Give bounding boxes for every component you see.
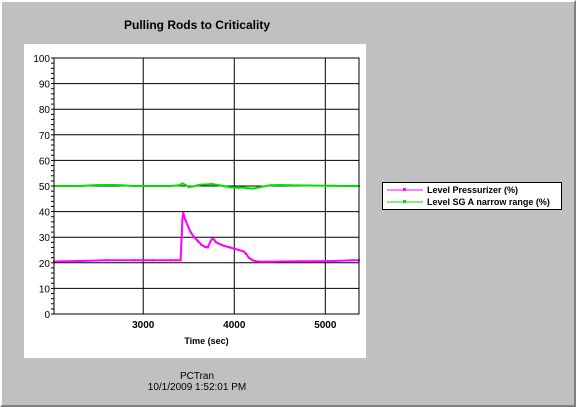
series-point-0 [133, 259, 136, 262]
series-point-0 [169, 259, 172, 262]
series-point-0 [256, 260, 259, 263]
series-point-1 [278, 183, 281, 186]
series-point-0 [224, 245, 227, 248]
y-tick-label: 10 [39, 284, 51, 295]
y-tick-label: 70 [39, 131, 51, 142]
series-point-1 [133, 185, 136, 187]
x-tick-label: 5000 [314, 320, 337, 331]
series-point-0 [297, 260, 299, 263]
series-point-0 [213, 238, 216, 241]
series-point-1 [219, 184, 222, 187]
series-point-1 [269, 184, 272, 187]
series-point-0 [215, 241, 218, 244]
series-point-0 [247, 256, 250, 259]
legend-label-sg-a: Level SG A narrow range (%) [427, 197, 550, 207]
y-tick-label: 80 [39, 105, 51, 116]
series-point-1 [196, 184, 199, 187]
series-point-0 [151, 259, 154, 262]
series-point-1 [215, 183, 218, 186]
series-point-1 [210, 182, 213, 185]
series-point-0 [182, 211, 185, 214]
series-point-0 [242, 250, 245, 253]
y-tick-label: 60 [39, 156, 51, 167]
series-point-1 [192, 185, 195, 188]
series-point-1 [251, 187, 254, 190]
legend-swatch-pressurizer [387, 188, 423, 191]
series-point-0 [260, 260, 263, 263]
footer-timestamp: 10/1/2009 1:52:01 PM [147, 382, 247, 393]
series-point-1 [246, 187, 249, 190]
y-tick-label: 50 [39, 182, 51, 193]
line-chart: 0 10 20 30 40 50 60 70 80 90 100 3000 4000 5000 Time (… [33, 54, 360, 346]
series-point-0 [189, 231, 192, 234]
series-point-0 [220, 243, 223, 246]
series-point-0 [78, 260, 81, 263]
series-point-1 [342, 185, 345, 187]
series-point-1 [169, 185, 172, 187]
series-point-1 [96, 183, 99, 186]
chart-title: Pulling Rods to Criticality [123, 18, 270, 32]
x-axis-label: Time (sec) [184, 336, 228, 346]
series-point-1 [242, 186, 245, 189]
series-point-1 [181, 182, 184, 185]
series-point-1 [256, 186, 259, 189]
y-tick-label: 0 [44, 310, 50, 321]
series-point-0 [184, 218, 187, 221]
series-point-0 [204, 245, 207, 248]
series-point-0 [193, 236, 196, 239]
series-point-1 [306, 184, 309, 187]
x-tick-label: 3000 [132, 320, 155, 331]
series-point-0 [228, 246, 231, 249]
series-point-1 [201, 183, 204, 186]
series-point-0 [245, 252, 248, 255]
series-point-0 [351, 259, 354, 262]
y-tick-label: 40 [39, 208, 51, 219]
series-point-1 [237, 186, 240, 189]
series-point-1 [260, 185, 263, 188]
series-line-1 [54, 182, 359, 190]
y-tick-label: 20 [39, 259, 51, 270]
series-point-0 [105, 259, 108, 262]
series-point-0 [211, 237, 214, 240]
series-point-0 [209, 240, 212, 243]
series-point-0 [269, 260, 272, 263]
series-point-0 [180, 238, 183, 241]
series-point-1 [324, 184, 327, 187]
series-point-1 [178, 184, 181, 187]
x-tick-label: 4000 [223, 320, 246, 331]
series-point-0 [181, 218, 184, 221]
series-point-0 [233, 247, 236, 250]
series-point-0 [315, 260, 318, 263]
series-point-1 [233, 186, 236, 189]
series-point-0 [278, 260, 281, 263]
series-point-1 [205, 183, 208, 186]
series-point-0 [196, 240, 199, 243]
y-tick-label: 30 [39, 233, 51, 244]
series-point-0 [200, 243, 203, 246]
series-point-0 [251, 259, 254, 262]
plot-frame [53, 57, 360, 315]
plot-panel: 0 10 20 30 40 50 60 70 80 90 100 3000 4000 5000 Time (… [24, 44, 366, 358]
series-point-1 [78, 185, 81, 187]
legend: Level Pressurizer (%) Level SG A narrow … [382, 182, 562, 210]
series-point-0 [333, 260, 336, 263]
series-point-1 [114, 183, 117, 186]
series-point-1 [185, 184, 188, 187]
series-point-1 [287, 184, 290, 187]
legend-label-pressurizer: Level Pressurizer (%) [427, 185, 519, 195]
series-point-1 [187, 186, 190, 189]
series-point-0 [237, 249, 240, 251]
y-tick-label: 90 [39, 80, 51, 91]
footer-app-name: PCTran [179, 371, 215, 382]
series-point-1 [228, 186, 231, 189]
series-point-1 [151, 185, 154, 187]
series-point-0 [217, 242, 220, 245]
series-point-0 [179, 259, 182, 262]
series-point-0 [186, 224, 189, 227]
series-point-1 [224, 185, 227, 188]
series-point-0 [206, 246, 209, 249]
y-tick-label: 100 [33, 54, 50, 65]
legend-swatch-sg-a [387, 200, 423, 203]
